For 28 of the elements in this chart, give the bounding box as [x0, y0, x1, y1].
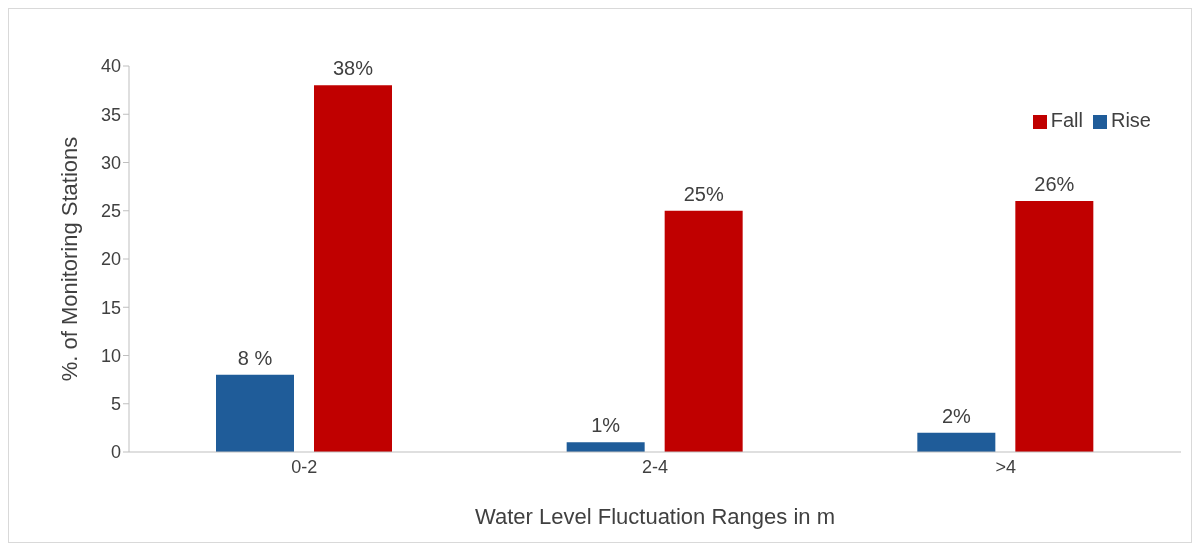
- data-label: 38%: [332, 57, 374, 80]
- bar: [566, 442, 645, 452]
- y-tick-label: 20: [100, 249, 121, 270]
- x-tick-label: 0-2: [291, 456, 318, 477]
- x-axis-title: Water Level Fluctuation Ranges in m: [475, 504, 835, 529]
- x-tick-label: 2-4: [641, 456, 669, 477]
- y-tick-label: 0: [110, 442, 121, 463]
- data-label: 8 %: [237, 346, 273, 369]
- data-label: 26%: [1034, 173, 1075, 196]
- legend-label: Fall: [1050, 109, 1083, 131]
- bar: [917, 432, 996, 452]
- bar: [664, 210, 743, 452]
- y-tick-label: 40: [100, 56, 121, 77]
- x-tick-label: >4: [995, 456, 1016, 477]
- y-tick-label: 10: [100, 345, 121, 366]
- bar: [1015, 201, 1094, 452]
- legend-label: Rise: [1110, 109, 1151, 131]
- y-axis-title: %. of Monitoring Stations: [56, 136, 82, 382]
- y-tick-label: 35: [100, 104, 121, 125]
- data-label: 1%: [591, 414, 621, 437]
- bar: [216, 374, 294, 452]
- data-label: 25%: [683, 182, 724, 205]
- y-tick-label: 25: [100, 201, 121, 222]
- y-tick-label: 5: [110, 394, 121, 415]
- data-label: 2%: [941, 404, 971, 427]
- bar: [314, 85, 392, 452]
- y-tick-label: 30: [100, 152, 121, 173]
- y-tick-label: 15: [100, 297, 121, 318]
